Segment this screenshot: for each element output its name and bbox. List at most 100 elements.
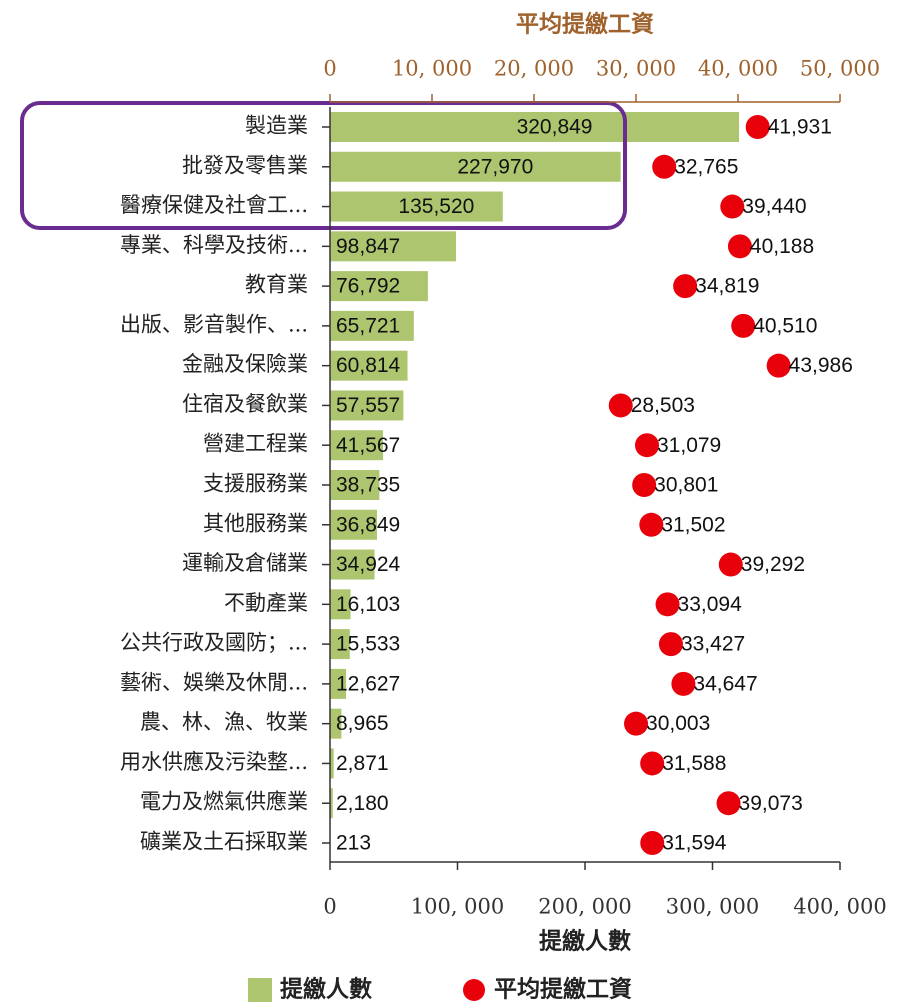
dot <box>720 194 745 219</box>
bar-value-label: 41,567 <box>336 434 400 457</box>
dot <box>652 154 677 179</box>
x2-axis-title: 平均提繳工資 <box>516 11 654 38</box>
bar <box>330 390 404 421</box>
dot-value-label: 39,292 <box>741 553 805 576</box>
bar <box>330 310 414 341</box>
dot <box>658 632 683 657</box>
bar-value-label: 8,965 <box>336 712 389 735</box>
bar-value-label: 34,924 <box>336 553 401 576</box>
x2-tick-label: 0 <box>323 57 336 81</box>
dot <box>639 512 664 537</box>
bar <box>330 748 334 779</box>
bar <box>330 151 621 182</box>
y-tick-label: 營建工程業 <box>203 432 308 456</box>
bar-value-label: 16,103 <box>336 593 400 616</box>
bar-value-label: 57,557 <box>336 394 400 417</box>
bar-value-label: 135,520 <box>398 195 474 218</box>
dot <box>640 751 665 776</box>
y-tick-label: 金融及保險業 <box>182 352 308 376</box>
x2-tick-label: 40, 000 <box>698 57 778 81</box>
dot-value-label: 33,427 <box>681 633 745 656</box>
y-tick-label: 醫療保健及社會工... <box>120 193 308 217</box>
dot-value-label: 34,819 <box>695 275 759 298</box>
y-tick-label: 出版、影音製作、... <box>120 312 308 336</box>
dot <box>655 592 680 617</box>
bar <box>330 589 351 620</box>
y-tick-label: 專業、科學及技術... <box>120 233 308 257</box>
dot <box>718 552 743 577</box>
y-tick-label: 批發及零售業 <box>182 153 308 177</box>
dot <box>745 115 770 139</box>
y-tick-label: 公共行政及國防；... <box>120 631 308 655</box>
y-tick-label: 支援服務業 <box>203 472 308 496</box>
dot <box>727 234 752 259</box>
dot-value-label: 40,510 <box>753 314 817 337</box>
bar <box>330 271 428 302</box>
dot <box>640 831 665 855</box>
dot <box>608 393 633 418</box>
bar-value-label: 98,847 <box>336 235 400 258</box>
dot-value-label: 32,765 <box>674 155 738 178</box>
y-tick-label: 教育業 <box>245 273 308 297</box>
dot <box>632 473 657 497</box>
dot <box>673 274 698 299</box>
bar-value-label: 36,849 <box>336 513 400 536</box>
x2-tick-label: 30, 000 <box>596 57 676 81</box>
bar-value-label: 15,533 <box>336 633 400 656</box>
dot-value-label: 31,594 <box>662 832 727 855</box>
dot-value-label: 39,440 <box>742 195 806 218</box>
bar <box>330 668 347 699</box>
dot <box>716 791 741 816</box>
bar <box>330 350 408 381</box>
dot-value-label: 31,079 <box>657 434 721 457</box>
bar-value-label: 2,180 <box>336 792 389 815</box>
x-tick-label: 200, 000 <box>538 895 632 919</box>
x-tick-label: 400, 000 <box>793 895 887 919</box>
bar <box>330 788 333 819</box>
dot <box>731 313 756 338</box>
dot <box>766 353 791 378</box>
bar-value-label: 76,792 <box>336 275 400 298</box>
y-tick-label: 不動產業 <box>224 591 308 615</box>
dot <box>671 671 696 696</box>
dot-value-label: 34,647 <box>693 672 757 695</box>
dot-value-label: 43,986 <box>789 354 853 377</box>
bar <box>330 509 377 540</box>
dot-value-label: 28,503 <box>631 394 695 417</box>
x-tick-label: 300, 000 <box>666 895 760 919</box>
y-tick-label: 藝術、娛樂及休閒... <box>120 670 308 694</box>
bar <box>330 191 503 222</box>
bar-value-label: 12,627 <box>336 672 400 695</box>
bar-value-label: 38,735 <box>336 474 400 497</box>
y-tick-label: 其他服務業 <box>203 511 308 535</box>
bar <box>330 470 380 500</box>
bar-value-label: 65,721 <box>336 314 400 337</box>
y-tick-label: 電力及燃氣供應業 <box>140 790 308 814</box>
bar-value-label: 213 <box>336 832 371 855</box>
x-tick-label: 100, 000 <box>411 895 505 919</box>
x-axis-title: 提繳人數 <box>539 928 631 955</box>
bar-value-label: 2,871 <box>336 752 389 775</box>
dot-value-label: 33,094 <box>678 593 743 616</box>
highlight-box <box>20 101 627 230</box>
x2-tick-label: 50, 000 <box>800 57 880 81</box>
x2-tick-label: 20, 000 <box>494 57 574 81</box>
bar <box>330 629 350 660</box>
bar <box>330 708 342 739</box>
bar <box>330 549 375 580</box>
legend-swatch <box>248 978 272 1002</box>
legend-label: 提繳人數 <box>280 976 372 1003</box>
dot-value-label: 39,073 <box>739 792 803 815</box>
y-tick-label: 農、林、漁、牧業 <box>140 710 308 734</box>
bar <box>330 430 383 461</box>
bar-value-label: 320,849 <box>517 116 593 139</box>
y-tick-label: 運輸及倉儲業 <box>182 551 308 575</box>
dot-value-label: 31,502 <box>661 513 725 536</box>
y-tick-label: 製造業 <box>245 114 308 138</box>
dot-value-label: 40,188 <box>750 235 814 258</box>
dot-value-label: 30,003 <box>646 712 710 735</box>
y-tick-label: 用水供應及污染整... <box>120 750 308 774</box>
bar <box>330 231 457 262</box>
legend-label: 平均提繳工資 <box>494 976 632 1003</box>
